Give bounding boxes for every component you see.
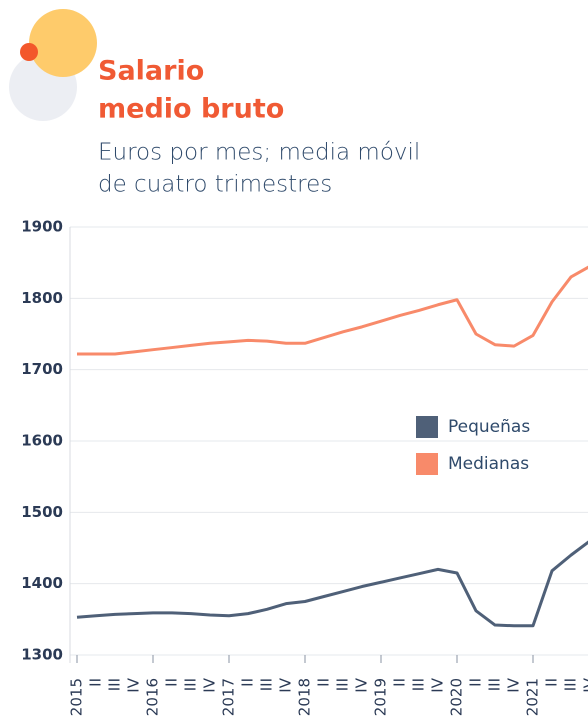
x-tick-label: 2020: [448, 678, 466, 716]
chart-title: Salario: [98, 56, 204, 87]
chart-subtitle: Euros por mes; media móvil: [98, 140, 420, 166]
x-tick-label: II: [543, 678, 561, 687]
x-tick-label: IV: [201, 677, 219, 692]
decor-circle: [20, 43, 38, 61]
x-tick-label: II: [87, 678, 105, 687]
x-tick-label: III: [562, 678, 580, 691]
legend-swatch: [416, 453, 438, 475]
x-tick-label: IV: [505, 677, 523, 692]
x-tick-label: III: [106, 678, 124, 691]
decor-circle: [29, 9, 97, 77]
x-tick-label: 2017: [220, 678, 238, 716]
x-tick-label: II: [239, 678, 257, 687]
x-tick-label: 2018: [296, 678, 314, 716]
chart-title: medio bruto: [98, 94, 284, 125]
legend-label: Medianas: [448, 454, 529, 474]
line-series: [77, 265, 588, 356]
y-tick-label: 1500: [21, 503, 63, 521]
x-tick-label: IV: [429, 677, 447, 692]
x-tick-label: 2019: [372, 678, 390, 716]
x-tick-label: 2015: [68, 678, 86, 716]
y-tick-label: 1900: [21, 218, 63, 236]
y-tick-label: 1300: [21, 646, 63, 664]
x-tick-label: 2016: [144, 678, 162, 716]
y-tick-label: 1700: [21, 360, 63, 378]
x-tick-label: III: [258, 678, 276, 691]
x-tick-label: IV: [353, 677, 371, 692]
x-tick-label: IV: [277, 677, 295, 692]
x-tick-label: II: [391, 678, 409, 687]
legend-swatch: [416, 416, 438, 438]
y-tick-label: 1800: [21, 289, 63, 307]
x-tick-label: 2021: [524, 678, 542, 716]
x-tick-label: III: [486, 678, 504, 691]
line-series: [76, 540, 588, 628]
x-tick-label: II: [163, 678, 181, 687]
x-tick-label: III: [410, 678, 428, 691]
chart-subtitle: de cuatro trimestres: [98, 172, 332, 198]
x-tick-label: III: [334, 678, 352, 691]
y-tick-label: 1600: [21, 432, 63, 450]
x-tick-label: IV: [581, 677, 588, 692]
legend-label: Pequeñas: [448, 417, 530, 437]
x-tick-label: IV: [125, 677, 143, 692]
x-tick-label: III: [182, 678, 200, 691]
y-tick-label: 1400: [21, 574, 63, 592]
x-tick-label: II: [467, 678, 485, 687]
x-tick-label: II: [315, 678, 333, 687]
